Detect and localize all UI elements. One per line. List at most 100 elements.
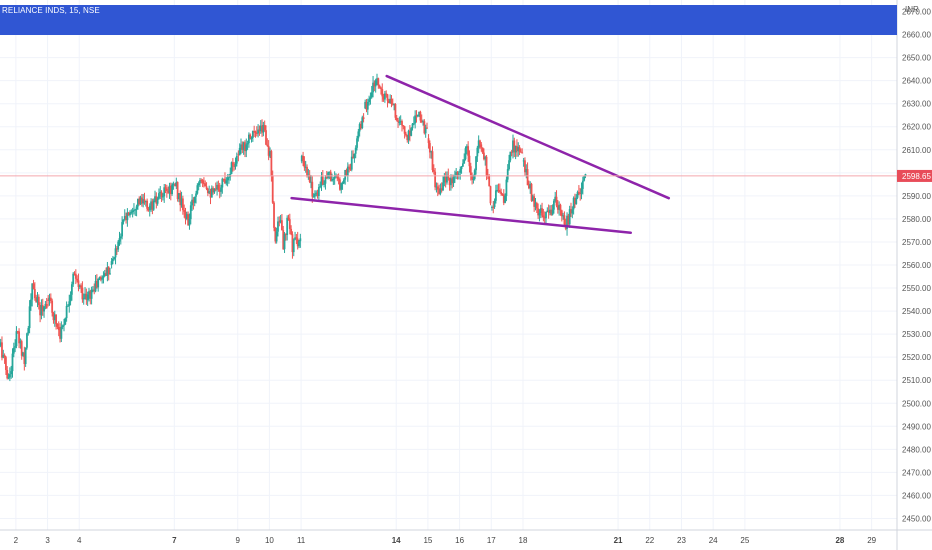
candle-body [430, 151, 433, 153]
time-tick-label: 16 [455, 536, 464, 545]
candle-body [522, 160, 525, 162]
candle-body [37, 296, 40, 306]
candle-body [277, 221, 279, 232]
candle-body [33, 288, 36, 299]
candle-body [10, 371, 13, 375]
candle-body [5, 357, 7, 370]
candle-body [15, 331, 18, 347]
candle-body [568, 209, 571, 225]
trendline-upper [385, 74, 671, 200]
candle-body [63, 324, 65, 326]
candle-body [368, 99, 371, 103]
candle-body [284, 233, 287, 236]
candle-body [352, 156, 354, 159]
time-tick-label: 28 [835, 536, 844, 545]
candle-body [472, 178, 475, 180]
time-tick-label: 25 [740, 536, 749, 545]
candle-body [64, 318, 67, 325]
candle-body [101, 278, 104, 280]
candle-body [525, 169, 528, 173]
candle-body [467, 146, 470, 156]
candle-body [106, 267, 109, 276]
candle-body [201, 180, 204, 184]
candle-body [512, 140, 514, 153]
candle-body [340, 183, 343, 190]
candle-body [216, 184, 218, 190]
price-axis[interactable]: 2450.00 2460.00 2470.00 2480.00 2490.00 2500.… [896, 0, 931, 550]
candle-body [197, 183, 200, 186]
candle-body [545, 211, 547, 219]
candle-body [102, 276, 105, 279]
candle-body [411, 123, 414, 129]
candle-body [331, 179, 333, 181]
candle-body [295, 237, 298, 239]
candle-body [374, 80, 377, 87]
candle-body [225, 180, 228, 184]
candle-body [167, 190, 170, 193]
candle-body [514, 145, 517, 153]
candle-body [298, 241, 300, 247]
candle-body [498, 190, 501, 192]
candle-body [248, 134, 250, 144]
time-tick-label: 9 [235, 536, 240, 545]
candle-body [501, 194, 504, 196]
symbol-title[interactable]: RELIANCE INDS, 15, NSE [2, 6, 100, 15]
candle-body [529, 183, 532, 189]
candle-body [208, 191, 211, 194]
candle-body [185, 214, 188, 219]
candle-body [446, 174, 448, 183]
candle-body [403, 126, 406, 134]
candle-body [393, 103, 396, 105]
candle-body [358, 124, 361, 132]
candle-body [333, 176, 336, 179]
time-axis[interactable]: 2 3 4 7 9 10 11 14 15 16 17 18 21 22 23 24 25 28 29 [0, 529, 932, 545]
candle-body [354, 147, 357, 154]
candle-body [387, 100, 390, 104]
candle-body [531, 196, 534, 201]
price-tick-label: 2670.00 [902, 8, 931, 17]
candle-body [372, 82, 374, 93]
candle-body [572, 197, 575, 210]
candle-body [121, 222, 124, 237]
candle-body [559, 204, 562, 211]
time-tick-label: 11 [297, 536, 306, 545]
candle-body [360, 124, 362, 129]
candle-body [489, 186, 492, 204]
candle-body [547, 210, 550, 213]
candle-body [323, 183, 326, 185]
candle-body [90, 289, 93, 299]
candle-body [31, 283, 34, 300]
candle-body [307, 174, 310, 176]
candle-body [155, 196, 158, 204]
candle-body [419, 111, 422, 121]
price-tick-label: 2580.00 [902, 215, 931, 224]
time-tick-label: 7 [172, 536, 177, 545]
price-tick-label: 2550.00 [902, 284, 931, 293]
candle-body [554, 196, 557, 201]
trendline-lower [290, 196, 633, 234]
time-tick-label: 21 [614, 536, 623, 545]
candle-body [130, 212, 133, 214]
candle-body [518, 147, 521, 152]
candle-body [485, 156, 488, 176]
price-tick-label: 2620.00 [902, 123, 931, 132]
candle-body [386, 94, 389, 101]
candle-body [528, 185, 530, 189]
candle-body [294, 237, 296, 240]
candle-body [70, 284, 73, 295]
candle-body [448, 177, 451, 186]
candle-body [154, 196, 156, 201]
candle-body [492, 206, 495, 208]
candle-body [253, 131, 256, 133]
candle-body [84, 293, 86, 299]
candle-body [468, 155, 471, 167]
candle-body [442, 182, 444, 191]
candle-body [341, 183, 344, 185]
candle-body [93, 289, 96, 292]
candle-body [356, 138, 358, 148]
candle-body [282, 230, 285, 250]
candle-body [491, 206, 493, 208]
time-tick-label: 2 [14, 536, 19, 545]
candle-body [131, 210, 134, 213]
